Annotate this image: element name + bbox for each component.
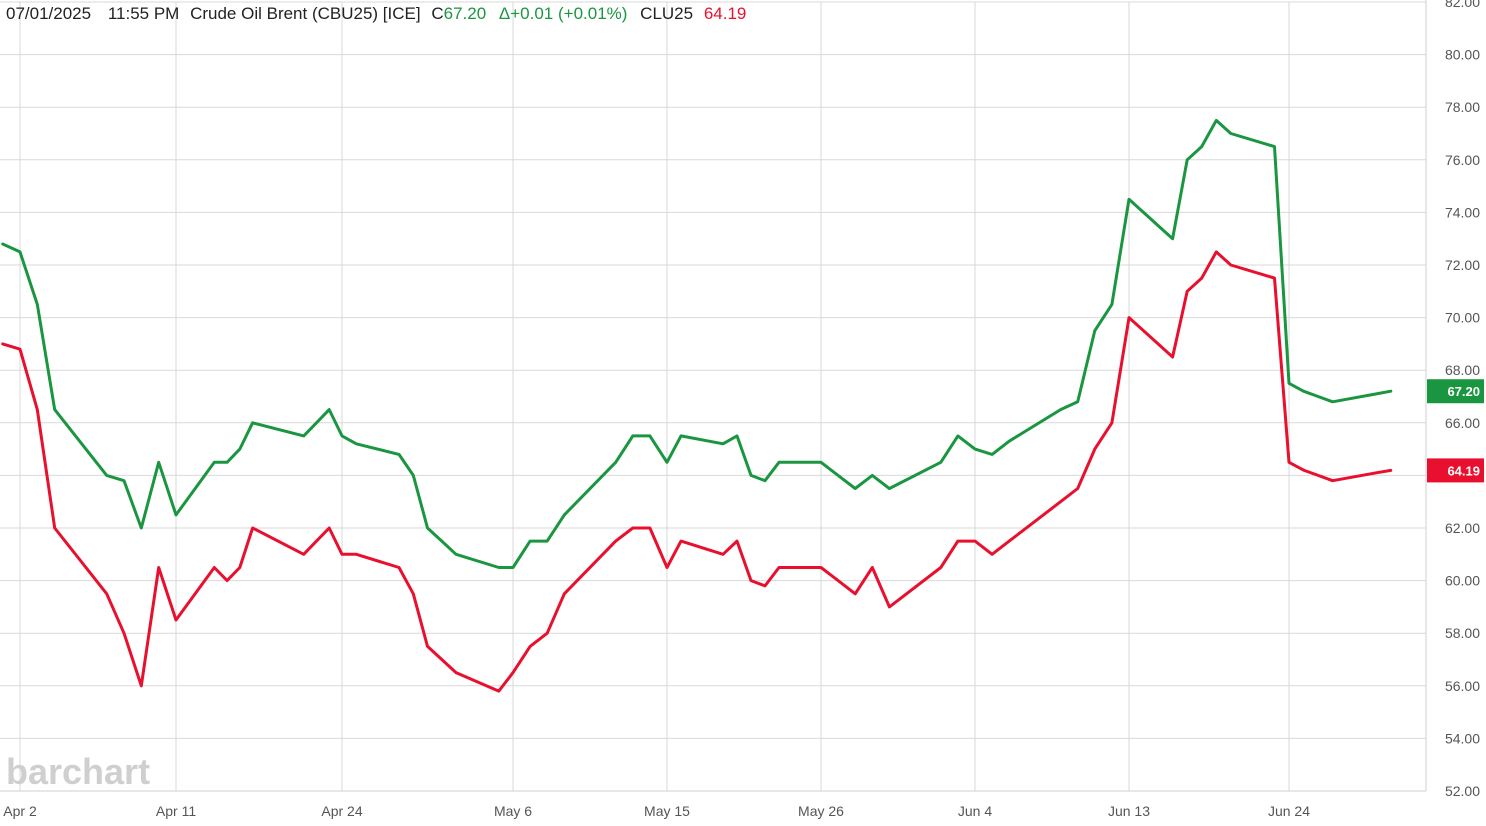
x-tick-label: Jun 24 (1268, 803, 1310, 819)
x-tick-label: Jun 4 (958, 803, 992, 819)
last-value-badges: 67.20 64.19 (1427, 379, 1484, 483)
y-tick-label: 52.00 (1445, 783, 1480, 799)
badge-value: 67.20 (1447, 384, 1480, 399)
x-tick-label: May 15 (644, 803, 690, 819)
y-tick-label: 66.00 (1445, 415, 1480, 431)
y-tick-label: 82.00 (1445, 0, 1480, 10)
x-axis[interactable]: Apr 2 Apr 11 Apr 24 May 6 May 15 May 26 Jun 4 J… (3, 803, 1310, 819)
watermark: barchart (6, 751, 150, 792)
y-tick-label: 70.00 (1445, 310, 1480, 326)
header-change: Δ+0.01 (+0.01%) (498, 4, 628, 23)
y-tick-label: 54.00 (1445, 730, 1480, 746)
last-value-badge-clu25: 64.19 (1427, 458, 1484, 483)
series-layer (1, 118, 1393, 693)
y-tick-label: 58.00 (1445, 625, 1480, 641)
y-tick-label: 72.00 (1445, 257, 1480, 273)
x-tick-label: May 26 (798, 803, 844, 819)
y-tick-label: 78.00 (1445, 99, 1480, 115)
x-tick-label: Jun 13 (1108, 803, 1150, 819)
series-line-cbu25[interactable] (1, 118, 1393, 569)
x-tick-label: Apr 2 (3, 803, 37, 819)
y-tick-label: 80.00 (1445, 47, 1480, 63)
y-tick-label: 56.00 (1445, 678, 1480, 694)
header-close-value: 67.20 (443, 4, 487, 23)
y-tick-label: 74.00 (1445, 204, 1480, 220)
y-tick-label: 60.00 (1445, 573, 1480, 589)
header-compare-value: 64.19 (703, 4, 747, 23)
header-close-prefix: C (431, 4, 444, 23)
badge-value: 64.19 (1447, 463, 1480, 478)
y-tick-label: 68.00 (1445, 362, 1480, 378)
badge-background (1427, 379, 1484, 404)
header-date: 07/01/2025 (6, 4, 92, 23)
badge-background (1427, 458, 1484, 483)
y-tick-label: 76.00 (1445, 152, 1480, 168)
y-tick-label: 62.00 (1445, 520, 1480, 536)
header-time: 11:55 PM (107, 4, 180, 23)
chart-header: 07/01/2025 11:55 PM Crude Oil Brent (CBU… (6, 4, 748, 24)
header-instrument: Crude Oil Brent (CBU25) [ICE] (190, 4, 421, 23)
x-tick-label: Apr 11 (156, 803, 196, 819)
header-compare-symbol: CLU25 (640, 4, 694, 23)
grid (0, 0, 1427, 792)
last-value-badge-cbu25: 67.20 (1427, 379, 1484, 404)
barchart-watermark: barchart (6, 751, 150, 792)
x-tick-label: May 6 (494, 803, 532, 819)
x-tick-label: Apr 24 (321, 803, 362, 819)
